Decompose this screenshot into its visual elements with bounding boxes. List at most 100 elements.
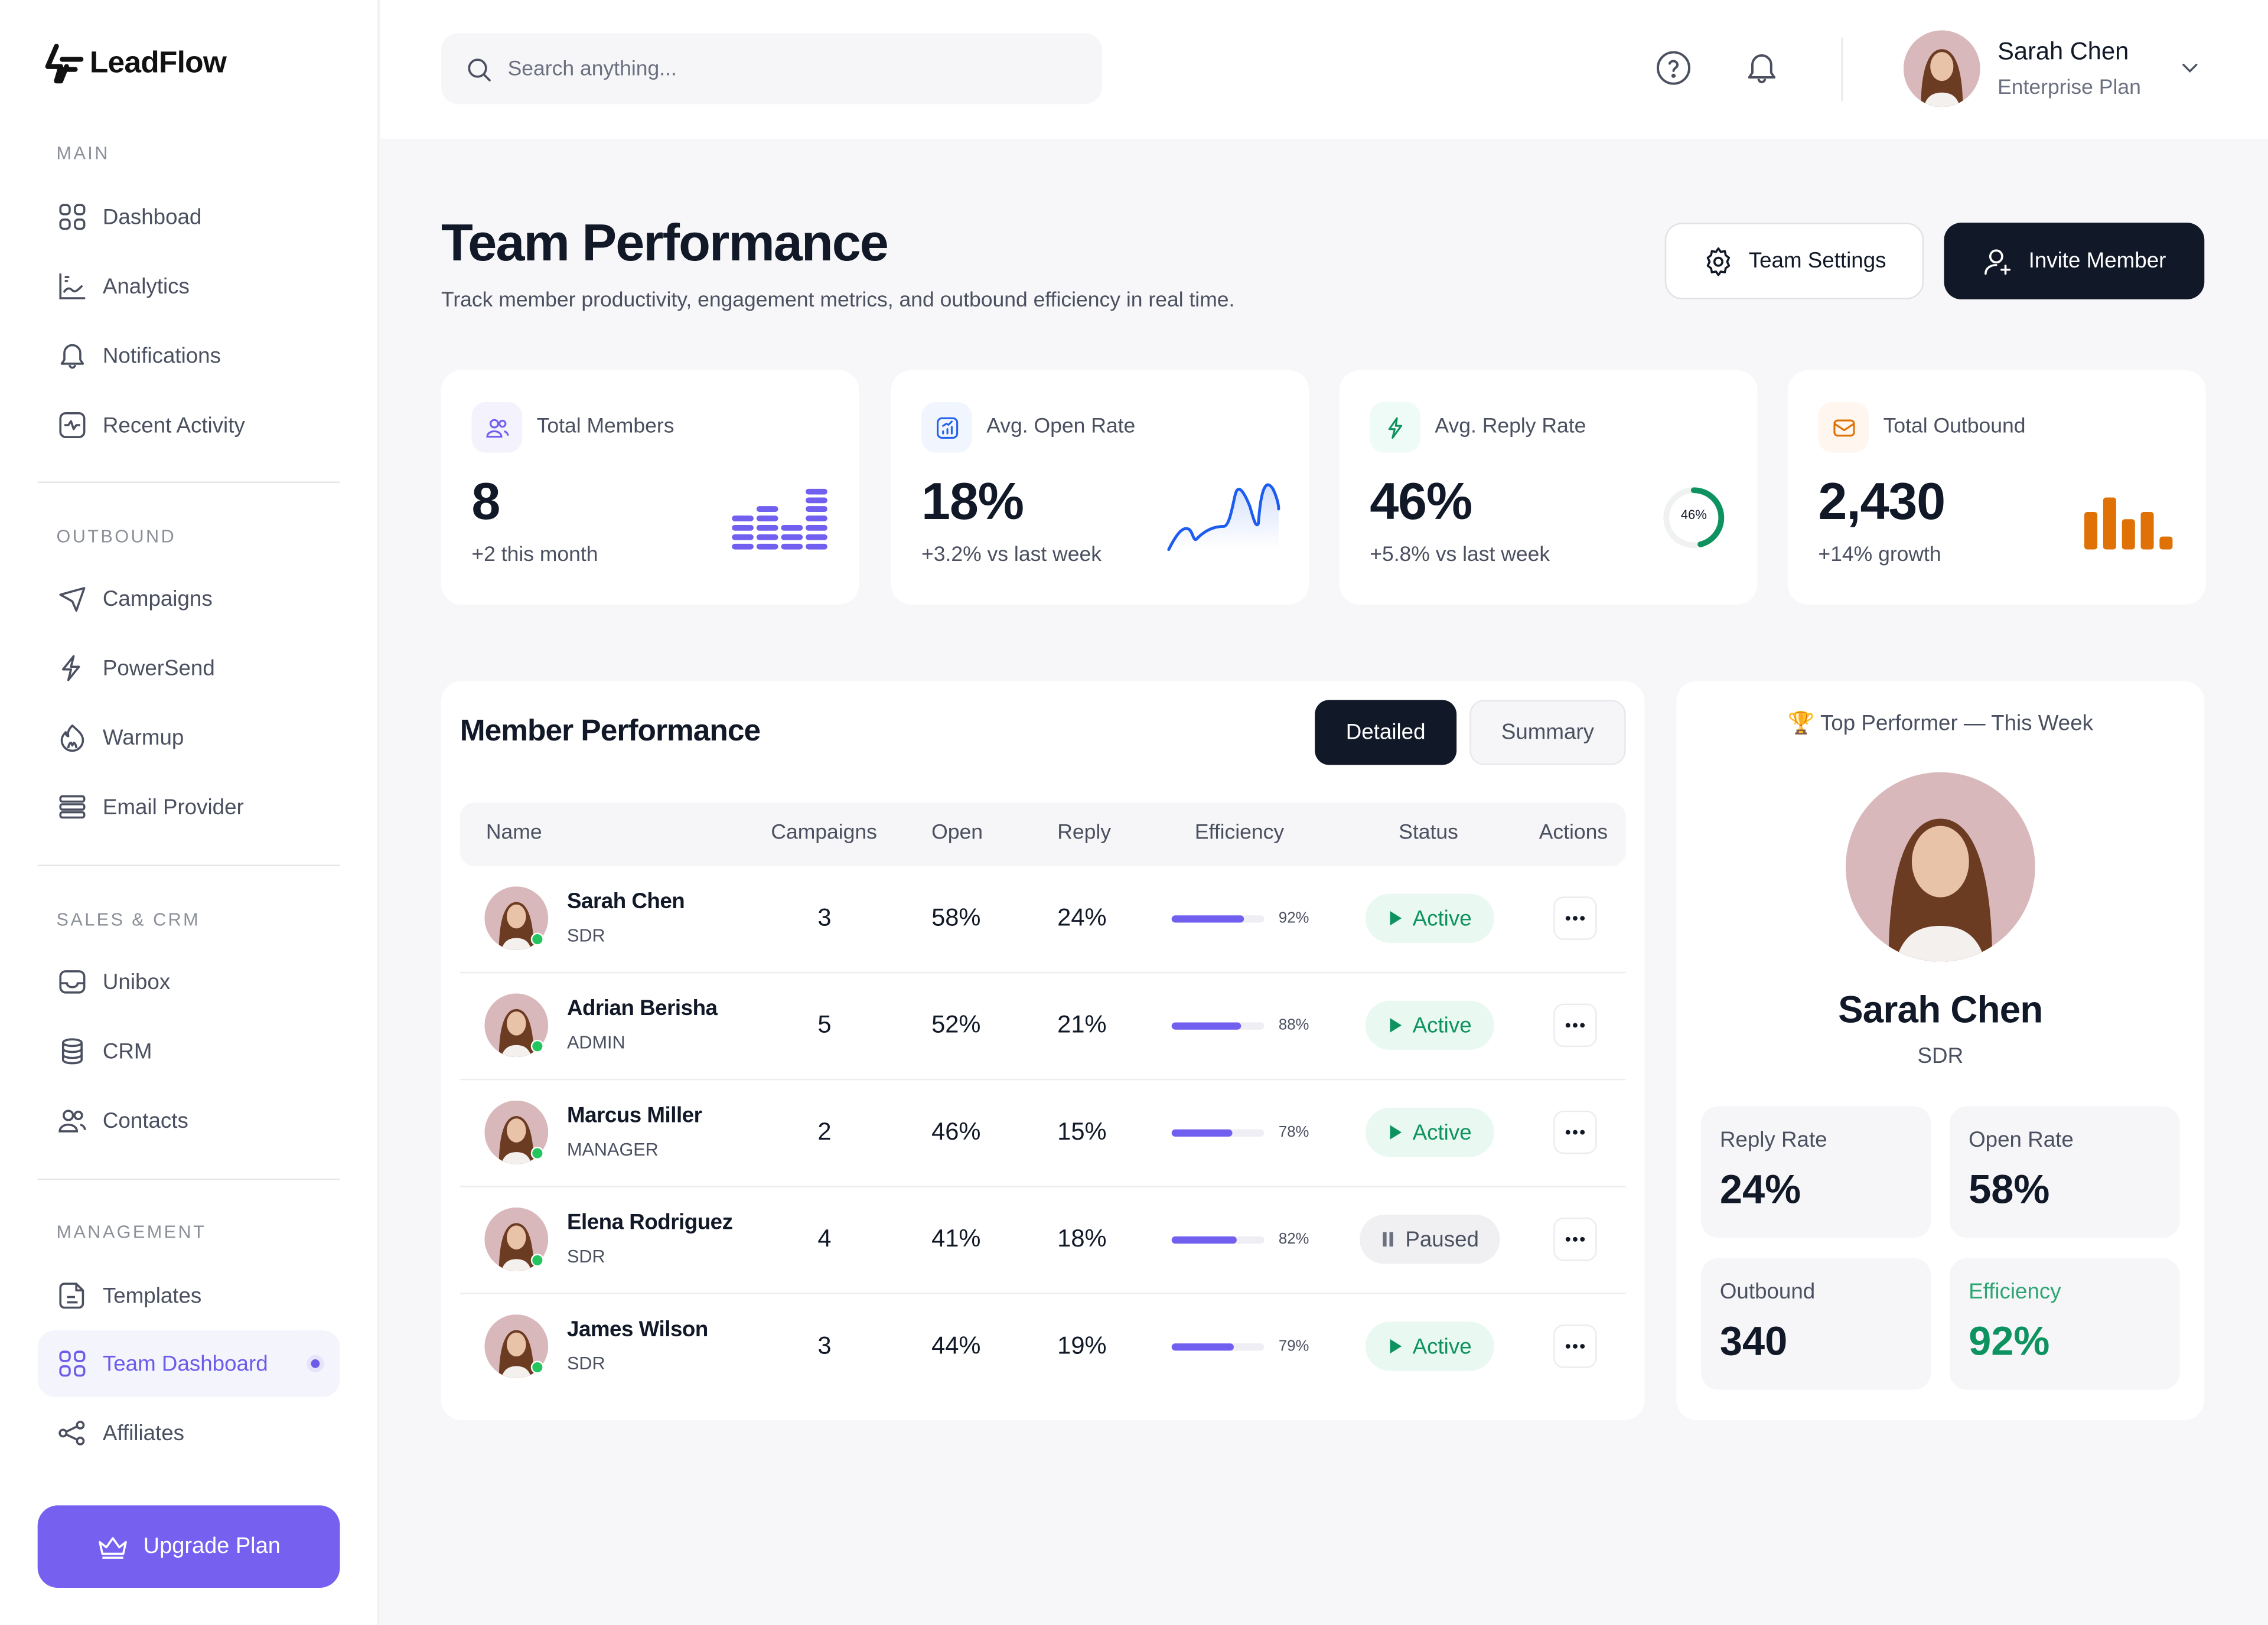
activity-icon — [59, 412, 86, 439]
section-label-outbound: OUTBOUND — [56, 526, 177, 547]
search-input[interactable] — [507, 57, 1058, 80]
column-header-status[interactable]: Status — [1399, 821, 1458, 845]
row-actions-button[interactable] — [1553, 1218, 1597, 1261]
status-badge[interactable]: Active — [1365, 893, 1494, 943]
sidebar-item-label: Affiliates — [102, 1421, 185, 1445]
top-performer-avatar — [1845, 772, 2035, 962]
table-row[interactable]: Adrian Berisha ADMIN 5 52% 21% 88% Active — [460, 973, 1626, 1081]
table-row[interactable]: Marcus Miller MANAGER 2 46% 15% 78% Active — [460, 1080, 1626, 1187]
tab-summary[interactable]: Summary — [1469, 700, 1626, 765]
stat-value: 2,430 — [1818, 471, 1946, 531]
open-rate-area-chart — [1167, 483, 1280, 552]
tab-detailed[interactable]: Detailed — [1315, 700, 1457, 765]
user-name: Sarah Chen — [1997, 37, 2129, 66]
sidebar-item-campaigns[interactable]: Campaigns — [38, 566, 340, 632]
row-actions-button[interactable] — [1553, 1324, 1597, 1368]
table-row[interactable]: Elena Rodriguez SDR 4 41% 18% 82% Paused — [460, 1187, 1626, 1294]
status-label: Active — [1412, 1334, 1472, 1359]
online-status-dot — [530, 1147, 544, 1160]
row-actions-button[interactable] — [1553, 1110, 1597, 1154]
sidebar-item-team-dashboard[interactable]: Team Dashboard — [37, 1330, 340, 1397]
user-plan: Enterprise Plan — [1997, 76, 2141, 100]
avatar-portrait-icon — [1845, 772, 2035, 962]
member-name[interactable]: Sarah Chen — [567, 889, 685, 914]
sidebar-item-email-provider[interactable]: Email Provider — [38, 774, 340, 840]
server-icon — [59, 795, 86, 819]
inbox-icon — [59, 970, 86, 994]
member-role: SDR — [567, 1353, 605, 1374]
metric-label: Efficiency — [1969, 1280, 2061, 1304]
member-name[interactable]: Elena Rodriguez — [567, 1210, 733, 1235]
row-actions-button[interactable] — [1553, 896, 1597, 940]
search-icon — [468, 58, 491, 81]
member-avatar — [484, 1314, 549, 1378]
avatar-portrait-icon — [484, 886, 549, 950]
online-status-dot — [530, 1360, 544, 1374]
more-horizontal-icon — [1565, 1344, 1585, 1349]
help-button[interactable] — [1653, 48, 1694, 89]
stat-icon-wrap — [1818, 402, 1869, 453]
chevron-down-icon[interactable] — [2177, 55, 2203, 81]
bolt-icon — [1387, 416, 1402, 438]
sidebar-item-unibox[interactable]: Unibox — [38, 949, 340, 1016]
sidebar-item-analytics[interactable]: Analytics — [38, 253, 340, 320]
section-label-sales-crm: SALES & CRM — [56, 909, 201, 930]
stat-delta: +2 this month — [471, 543, 598, 567]
efficiency-progress-bar — [1171, 1022, 1265, 1030]
stat-value: 8 — [471, 471, 500, 531]
search-bar[interactable] — [441, 33, 1103, 105]
online-status-dot — [530, 1254, 544, 1267]
member-name[interactable]: Adrian Berisha — [567, 996, 718, 1021]
sidebar-item-warmup[interactable]: Warmup — [38, 704, 340, 771]
sidebar-item-notifications[interactable]: Notifications — [38, 322, 340, 389]
column-header-open[interactable]: Open — [931, 821, 983, 845]
status-badge[interactable]: Active — [1365, 1107, 1494, 1157]
column-header-reply[interactable]: Reply — [1057, 821, 1112, 845]
user-avatar[interactable] — [1903, 30, 1980, 107]
bell-icon — [1748, 54, 1776, 83]
stat-icon-wrap — [1370, 402, 1420, 453]
stat-value: 18% — [921, 471, 1024, 531]
column-header-campaigns[interactable]: Campaigns — [771, 821, 877, 845]
table-row[interactable]: Sarah Chen SDR 3 58% 24% 92% Active — [460, 866, 1626, 974]
avatar-portrait-icon — [484, 1314, 549, 1378]
sidebar-item-affiliates[interactable]: Affiliates — [38, 1400, 340, 1467]
invite-member-button[interactable]: Invite Member — [1944, 223, 2205, 299]
stat-card-reply-rate: Avg. Reply Rate 46% +5.8% vs last week 4… — [1339, 370, 1758, 605]
sidebar-item-label: Team Dashboard — [102, 1351, 268, 1376]
file-icon — [59, 1283, 84, 1309]
status-badge[interactable]: Active — [1365, 1321, 1494, 1371]
row-actions-button[interactable] — [1553, 1003, 1597, 1048]
top-performer-card: 🏆 Top Performer — This Week Sarah Chen S… — [1676, 681, 2205, 1420]
stat-label: Total Outbound — [1883, 415, 2026, 439]
member-avatar — [484, 993, 549, 1058]
efficiency-label: 78% — [1278, 1123, 1309, 1141]
sidebar-item-templates[interactable]: Templates — [38, 1262, 340, 1329]
member-name[interactable]: Marcus Miller — [567, 1103, 702, 1128]
notifications-button[interactable] — [1742, 48, 1783, 89]
stat-card-open-rate: Avg. Open Rate 18% +3.2% vs last week — [891, 370, 1309, 605]
efficiency-progress-bar — [1171, 1129, 1265, 1137]
sidebar-item-dashboard[interactable]: Dashboad — [38, 184, 340, 250]
stat-delta: +14% growth — [1818, 543, 1941, 567]
status-badge[interactable]: Paused — [1360, 1215, 1500, 1264]
table-row[interactable]: James Wilson SDR 3 44% 19% 79% Active — [460, 1294, 1626, 1401]
sidebar-item-crm[interactable]: CRM — [38, 1018, 340, 1085]
metric-value: 340 — [1719, 1319, 1788, 1364]
upgrade-plan-button[interactable]: Upgrade Plan — [37, 1505, 340, 1588]
sidebar-item-recent-activity[interactable]: Recent Activity — [38, 392, 340, 459]
metric-efficiency: Efficiency 92% — [1950, 1258, 2180, 1390]
member-name[interactable]: James Wilson — [567, 1317, 708, 1342]
status-badge[interactable]: Active — [1365, 1000, 1494, 1050]
sidebar-item-contacts[interactable]: Contacts — [38, 1088, 340, 1154]
sidebar-divider — [37, 864, 340, 866]
brand-logo[interactable]: LeadFlow — [43, 43, 227, 84]
play-icon — [1389, 1018, 1402, 1033]
team-settings-button[interactable]: Team Settings — [1664, 223, 1924, 299]
section-label-management: MANAGEMENT — [56, 1222, 207, 1242]
column-header-name[interactable]: Name — [485, 821, 542, 845]
efficiency-progress-fill — [1171, 1343, 1234, 1351]
column-header-efficiency[interactable]: Efficiency — [1194, 821, 1285, 845]
sidebar-item-powersend[interactable]: PowerSend — [38, 635, 340, 701]
